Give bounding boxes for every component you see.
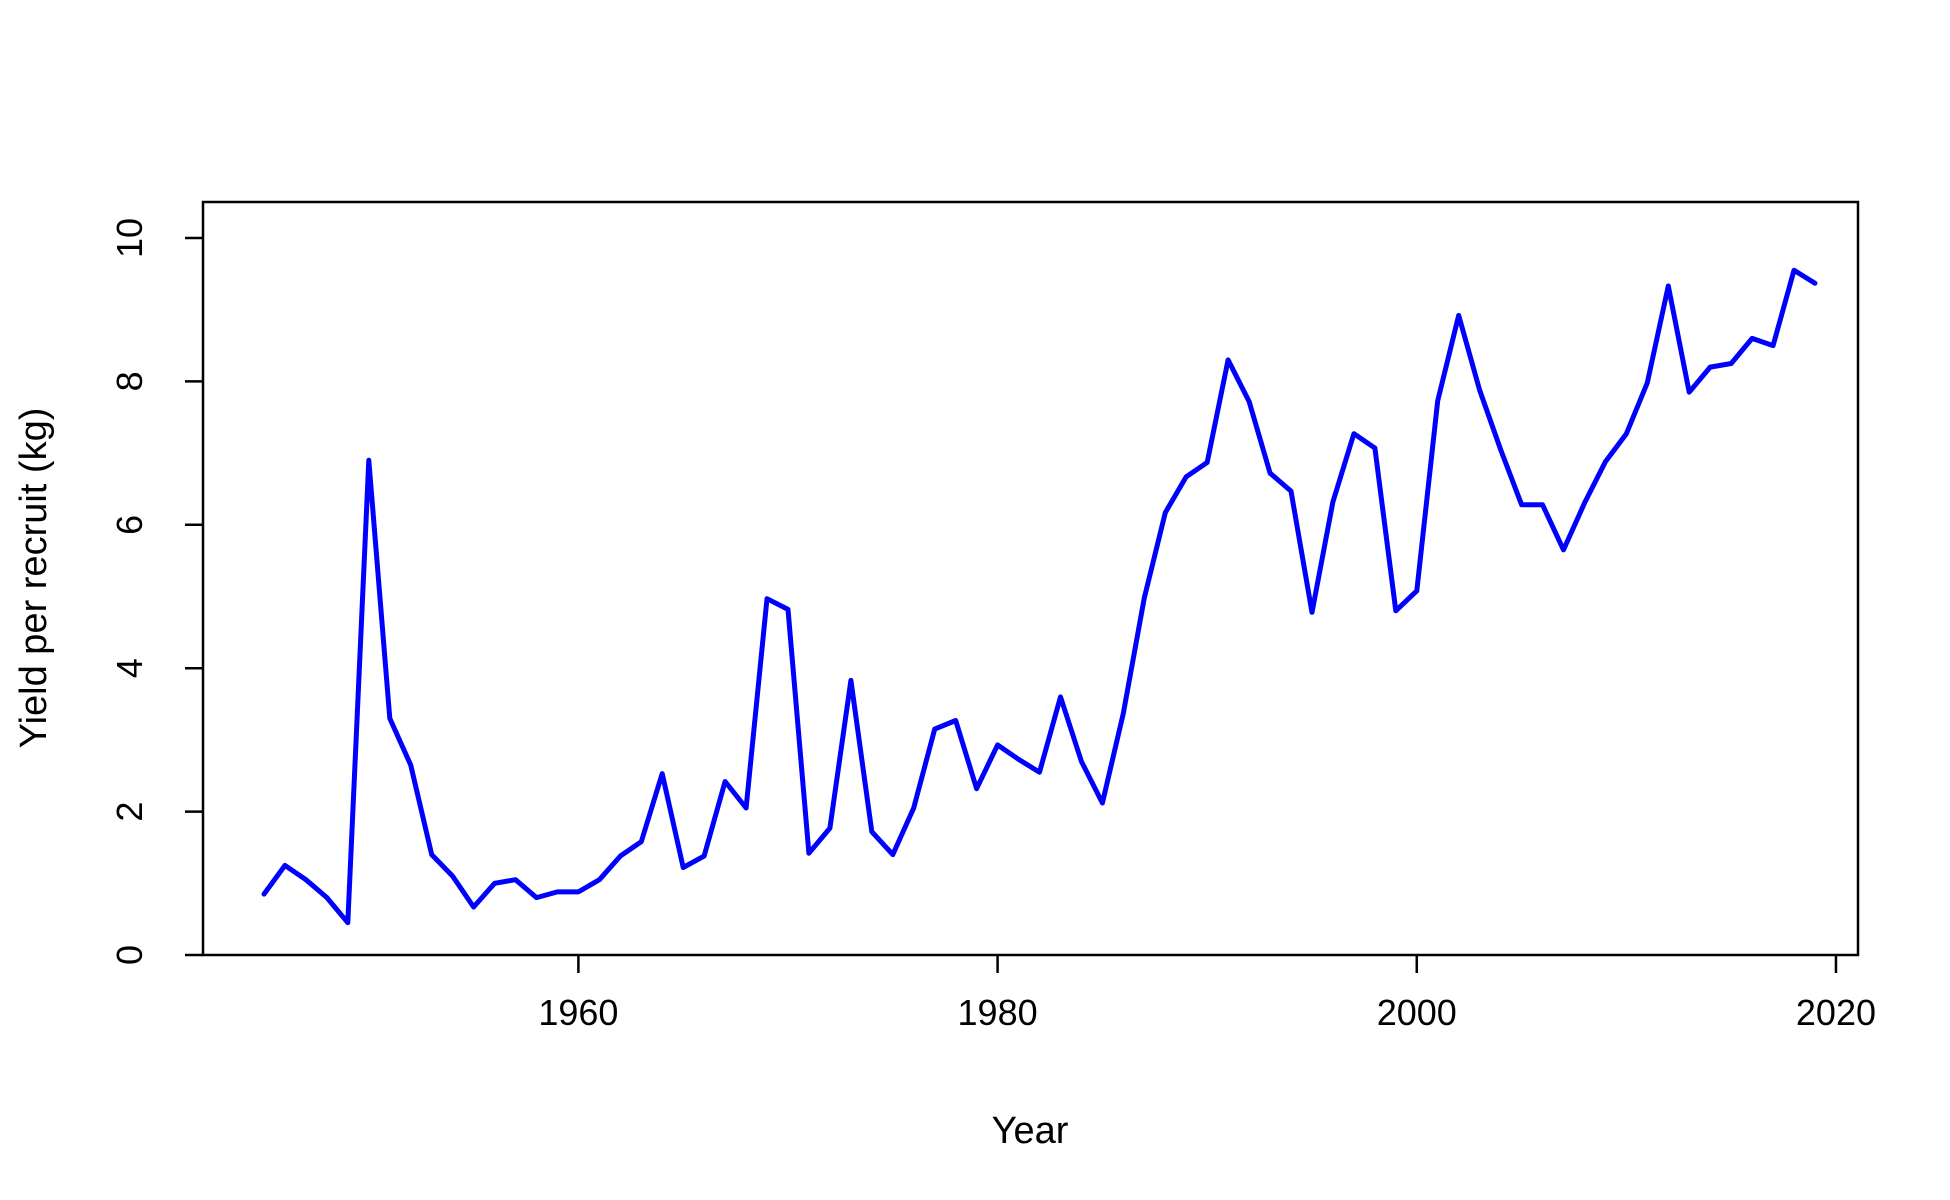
- x-tick-label: 1980: [958, 992, 1038, 1033]
- x-axis: 1960 1980 2000 2020: [538, 955, 1876, 1033]
- y-axis-label: Yield per recruit (kg): [13, 408, 55, 749]
- y-tick-label: 8: [109, 371, 150, 391]
- x-tick-label: 2000: [1377, 992, 1457, 1033]
- series-line: [261, 267, 1818, 926]
- y-tick-label: 2: [109, 802, 150, 822]
- y-tick-label: 0: [109, 945, 150, 965]
- y-tick-label: 10: [109, 218, 150, 258]
- y-tick-label: 6: [109, 515, 150, 535]
- x-tick-label: 1960: [538, 992, 618, 1033]
- x-tick-label: 2020: [1796, 992, 1876, 1033]
- y-axis: 0 2 4 6 8 10: [109, 218, 203, 965]
- y-tick-label: 4: [109, 658, 150, 678]
- x-axis-label: Year: [992, 1110, 1069, 1152]
- plot-frame: [201, 200, 1860, 957]
